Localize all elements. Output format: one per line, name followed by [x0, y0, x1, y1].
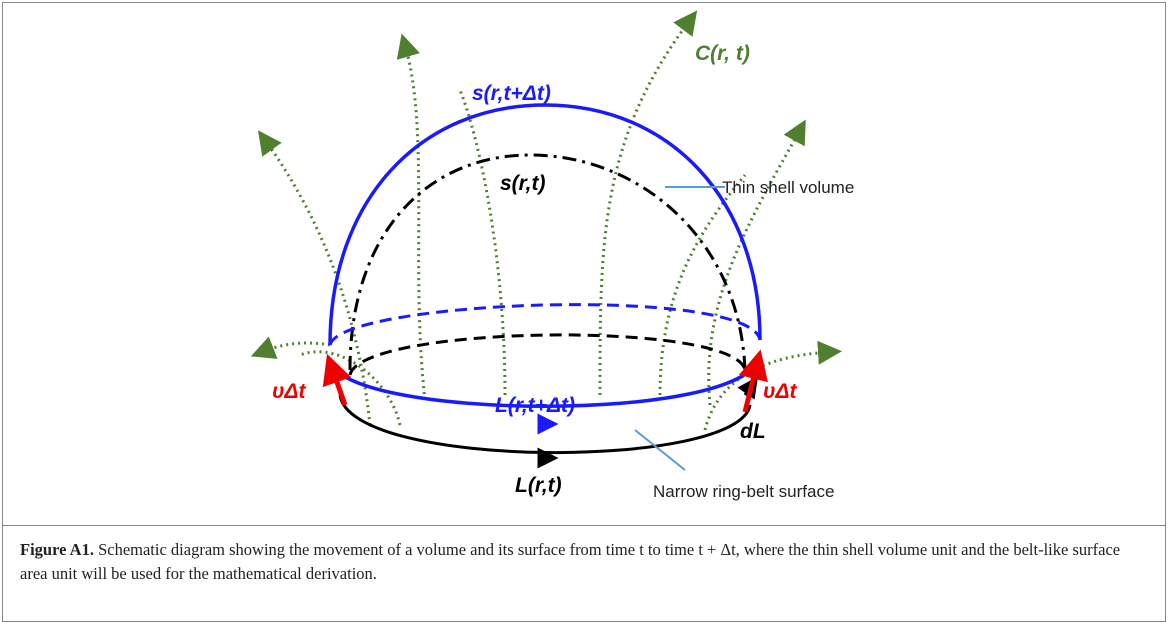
label: s(r,t) — [500, 172, 546, 195]
caption-label: Figure A1. — [20, 540, 94, 559]
label: Narrow ring-belt surface — [653, 482, 834, 501]
velocity-right — [738, 349, 768, 413]
inner-dome — [348, 153, 747, 371]
label: υΔt — [763, 380, 798, 403]
label: Thin shell volume — [722, 178, 854, 197]
label: L(r,t+Δt) — [495, 394, 575, 417]
outer-dome — [328, 103, 762, 346]
outer-base-front — [328, 354, 762, 408]
caption-text: Schematic diagram showing the movement o… — [20, 540, 1121, 583]
inner-base-back — [348, 333, 747, 376]
separator — [2, 525, 1166, 526]
flux-lines — [250, 10, 842, 431]
label: dL — [740, 420, 766, 443]
label: υΔt — [272, 380, 307, 403]
label: L(r,t) — [515, 474, 562, 497]
label: s(r,t+Δt) — [472, 82, 551, 105]
velocity-left — [322, 353, 352, 406]
pointer-line — [634, 429, 686, 471]
diagram: C(r, t) s(r,t+Δt) s(r,t) Thin shell volu… — [250, 10, 854, 501]
outer-base-back — [328, 303, 762, 346]
caption: Figure A1. Schematic diagram showing the… — [20, 538, 1140, 586]
label: C(r, t) — [695, 42, 750, 65]
